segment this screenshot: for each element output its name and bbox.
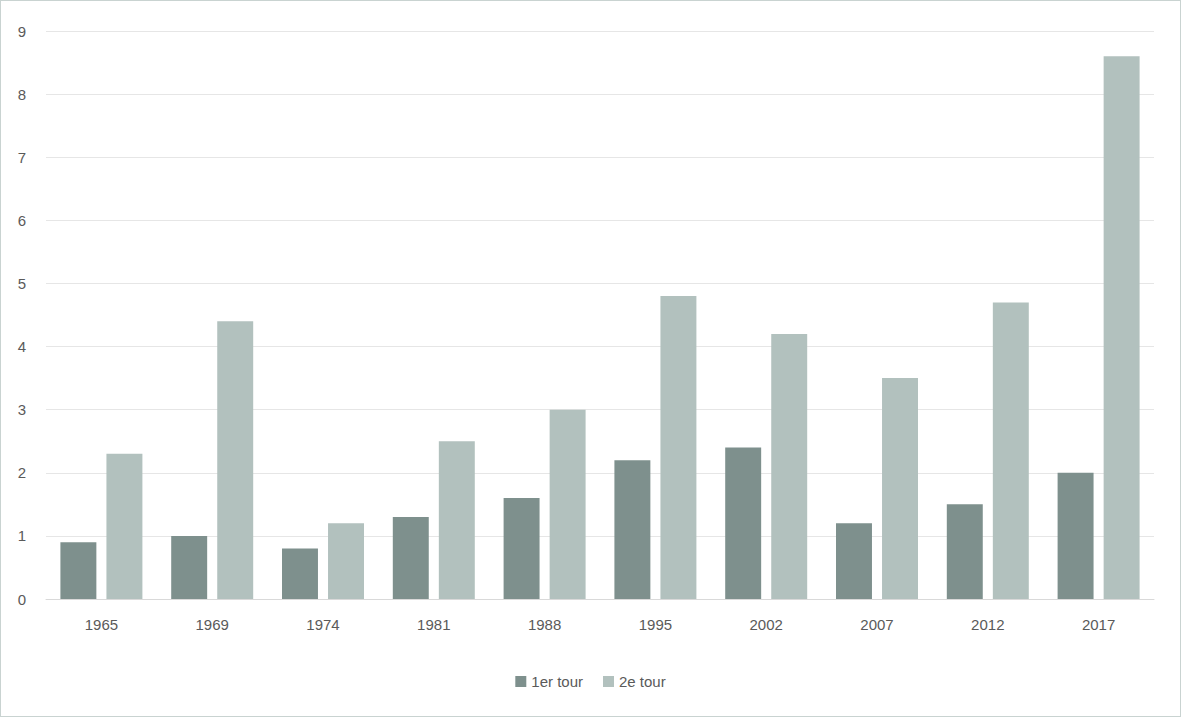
svg-text:1: 1 [18,527,26,544]
svg-text:1974: 1974 [306,616,339,633]
svg-text:2002: 2002 [750,616,783,633]
svg-text:4: 4 [18,338,26,355]
svg-text:2012: 2012 [971,616,1004,633]
svg-text:1er tour: 1er tour [531,673,583,690]
svg-text:2007: 2007 [860,616,893,633]
svg-text:8: 8 [18,86,26,103]
svg-text:1981: 1981 [417,616,450,633]
svg-text:7: 7 [18,149,26,166]
svg-text:2: 2 [18,464,26,481]
svg-text:9: 9 [18,23,26,40]
svg-text:5: 5 [18,275,26,292]
svg-text:3: 3 [18,401,26,418]
svg-text:2017: 2017 [1082,616,1115,633]
svg-text:6: 6 [18,212,26,229]
svg-text:1988: 1988 [528,616,561,633]
svg-text:1995: 1995 [639,616,672,633]
svg-text:2e tour: 2e tour [619,673,666,690]
svg-text:0: 0 [18,591,26,608]
svg-text:1969: 1969 [196,616,229,633]
svg-text:1965: 1965 [85,616,118,633]
